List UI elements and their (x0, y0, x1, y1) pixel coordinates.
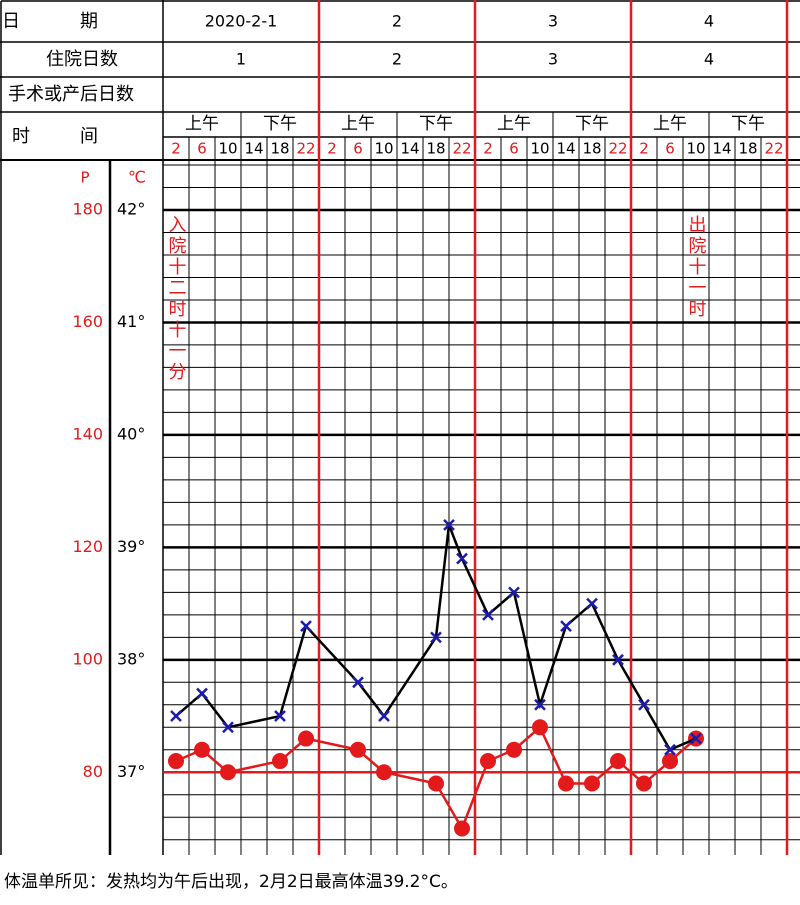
annotation: 入院十二时十一分 (166, 215, 187, 383)
pulse-point (272, 753, 288, 770)
am-label: 上午 (653, 114, 687, 134)
hour-label: 18 (582, 140, 601, 158)
hour-label: 14 (556, 140, 575, 158)
pulse-point (454, 820, 470, 837)
date: 4 (704, 12, 714, 31)
temperature-point (690, 732, 702, 745)
hour-label: 6 (509, 140, 519, 158)
y-axis-label: ℃ (128, 168, 146, 187)
temperature-point (508, 586, 520, 599)
temperature-point (560, 620, 572, 632)
pulse-point (662, 753, 678, 770)
temperature-point (534, 698, 546, 711)
temperature-point (222, 721, 234, 734)
y2-tick-label: 80 (83, 762, 103, 781)
y-tick-label: 38° (117, 649, 145, 668)
date-label: 日期 (2, 11, 158, 32)
y2-tick-label: 140 (72, 424, 103, 443)
hour-label: 14 (400, 140, 419, 158)
pulse-point (480, 753, 496, 770)
hour-label: 22 (608, 140, 627, 158)
temperature-point (352, 676, 364, 689)
hour-label: 14 (712, 140, 731, 158)
temperature-point (638, 698, 650, 711)
hour-label: 22 (452, 140, 471, 158)
temperature-point (664, 743, 676, 756)
hour-label: 18 (738, 140, 757, 158)
hour-label: 22 (296, 140, 315, 158)
temperature-point (196, 687, 208, 700)
pulse-point (584, 775, 600, 792)
hour-label: 2 (171, 140, 181, 158)
pulse-point (610, 753, 626, 770)
temperature-point (586, 597, 598, 610)
pulse-point (532, 719, 548, 736)
pulse-point (194, 741, 210, 758)
caption: 体温单所见：发热均为午后出现，2月2日最高体温39.2°C。 (4, 872, 458, 892)
temperature-point (612, 653, 624, 666)
date: 3 (548, 12, 558, 31)
temperature-point (443, 518, 455, 531)
y-tick-label: 37° (117, 762, 145, 781)
pulse-point (428, 775, 444, 792)
hour-label: 2 (327, 140, 337, 158)
y-tick-label: 39° (117, 537, 145, 556)
pulse-point (376, 764, 392, 781)
pm-label: 下午 (419, 114, 453, 134)
pulse-point (298, 730, 314, 747)
temperature-point (482, 608, 494, 621)
temperature-point (300, 620, 312, 632)
pulse-point (220, 764, 236, 781)
hour-label: 10 (530, 140, 549, 158)
pulse-point (168, 753, 184, 770)
temperature-point (430, 631, 442, 644)
pulse-point (558, 775, 574, 792)
hour-label: 6 (353, 140, 363, 158)
hour-label: 6 (665, 140, 675, 158)
temperature-point (456, 552, 468, 565)
hospital-day: 2 (392, 50, 402, 69)
temperature-point (170, 710, 182, 722)
y2-tick-label: 120 (72, 537, 103, 556)
pm-label: 下午 (731, 114, 765, 134)
pm-label: 下午 (263, 114, 297, 134)
header-frame (0, 0, 800, 855)
hour-label: 18 (426, 140, 445, 158)
y-tick-label: 42° (117, 199, 145, 218)
hour-label: 18 (270, 140, 289, 158)
hour-label: 22 (764, 140, 783, 158)
y2-axis-label: P (80, 169, 89, 187)
y2-tick-label: 100 (72, 649, 103, 668)
am-label: 上午 (185, 114, 219, 134)
date: 2 (392, 12, 402, 31)
y-tick-label: 41° (117, 312, 145, 331)
annotation: 出院十一时 (686, 215, 707, 320)
hour-label: 6 (197, 140, 207, 158)
hour-label: 2 (639, 140, 649, 158)
temperature-point (274, 710, 286, 722)
hour-label: 2 (483, 140, 493, 158)
pulse-point (350, 741, 366, 758)
hour-label: 10 (686, 140, 705, 158)
am-label: 上午 (497, 114, 531, 134)
y2-tick-label: 180 (72, 199, 103, 218)
pm-label: 下午 (575, 114, 609, 134)
hour-label: 10 (218, 140, 237, 158)
y2-tick-label: 160 (72, 312, 103, 331)
pulse-point (506, 741, 522, 758)
op-label: 手术或产后日数 (8, 84, 134, 105)
y-tick-label: 40° (117, 424, 145, 443)
am-label: 上午 (341, 114, 375, 134)
time-label: 时间 (12, 126, 148, 147)
stay-label: 住院日数 (46, 49, 118, 70)
hospital-day: 4 (704, 50, 714, 69)
hospital-day: 1 (236, 50, 246, 69)
date: 2020-2-1 (205, 12, 278, 31)
hospital-day: 3 (548, 50, 558, 69)
temperature-point (378, 710, 390, 722)
pulse-point (636, 775, 652, 792)
hour-label: 10 (374, 140, 393, 158)
hour-label: 14 (244, 140, 263, 158)
